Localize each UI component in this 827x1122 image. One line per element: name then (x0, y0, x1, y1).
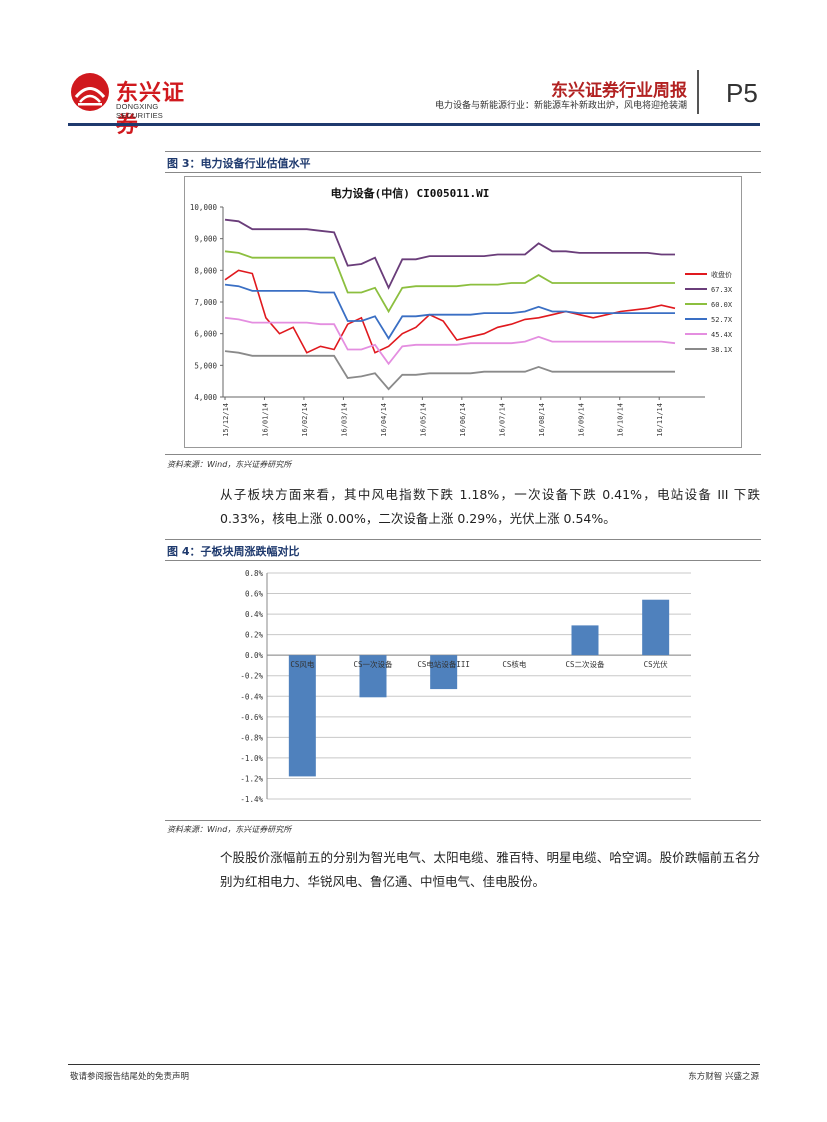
paragraph-subsectors: 从子板块方面来看，其中风电指数下跌 1.18%，一次设备下跌 0.41%，电站设… (220, 487, 760, 526)
series-line (224, 316, 676, 366)
y-tick-label: 7,000 (194, 298, 217, 307)
y-tick-label: 0.8% (245, 569, 264, 578)
bar (642, 599, 670, 656)
logo-text-cn: 东兴证券 (116, 81, 186, 138)
series-line (224, 269, 676, 354)
y-tick-label: -1.2% (240, 774, 263, 783)
footer-slogan: 东方财智 兴盛之源 (688, 1072, 759, 1082)
legend-label: 67.3X (711, 286, 733, 294)
figure-rule (165, 820, 761, 821)
figure-rule (165, 151, 761, 152)
disclaimer-note: 敬请参阅报告结尾处的免责声明 (70, 1072, 190, 1082)
y-tick-label: 0.0% (245, 651, 264, 660)
x-tick-label: 16/06/14 (459, 403, 467, 437)
bar (359, 655, 387, 698)
x-tick-label: 16/08/14 (538, 403, 546, 437)
bar (571, 625, 599, 656)
valuation-chart: 电力设备(中信) CI005011.WI 4,000 5,000 6,000 7,000… (184, 176, 742, 448)
valuation-line-chart: 电力设备(中信) CI005011.WI 4,000 5,000 6,000 7,000… (190, 186, 733, 437)
category-label: CS二次设备 (565, 659, 605, 669)
chart-title: 电力设备(中信) CI005011.WI (331, 186, 490, 200)
x-tick-label: 16/09/14 (577, 403, 585, 437)
y-tick-label: 10,000 (190, 203, 218, 212)
figure-rule (165, 454, 761, 455)
bar (288, 655, 316, 777)
figure4-label: 图 4：子板块周涨跌幅对比 (167, 545, 300, 558)
company-logo: 东兴证券 DONGXING SECURITIES (70, 72, 200, 138)
category-label: CS核电 (502, 659, 527, 669)
page-number: P5 (726, 78, 758, 108)
y-tick-label: 0.6% (245, 590, 264, 599)
x-tick-label: 16/04/14 (380, 403, 388, 437)
report-title: 东兴证券行业周报 (551, 81, 687, 101)
footer-rule (68, 1064, 760, 1065)
y-tick-label: 0.2% (245, 631, 264, 640)
y-tick-label: -0.4% (240, 692, 263, 701)
x-tick-label: 16/02/14 (301, 403, 309, 437)
logo-emblem-icon (71, 73, 109, 111)
paragraph-stocks: 个股股价涨幅前五的分别为智光电气、太阳电缆、雅百特、明星电缆、哈空调。股价跌幅前… (220, 850, 760, 889)
y-tick-label: -1.0% (240, 754, 263, 763)
bar (430, 655, 458, 690)
category-label: CS风电 (290, 659, 315, 669)
figure-rule (165, 560, 761, 561)
x-tick-label: 16/01/14 (261, 403, 269, 437)
figure-rule (165, 172, 761, 173)
x-tick-label: 15/12/14 (222, 403, 230, 437)
figure3-source: 资料来源：Wind，东兴证券研究所 (167, 460, 292, 469)
y-tick-label: 0.4% (245, 610, 264, 619)
y-tick-label: -0.2% (240, 672, 263, 681)
y-tick-label: 8,000 (194, 266, 217, 275)
legend-label: 45.4X (711, 331, 733, 339)
header-rule (68, 123, 760, 126)
legend-label: 60.0X (711, 301, 733, 309)
category-label: CS光伏 (644, 659, 669, 669)
x-tick-label: 16/05/14 (419, 403, 427, 437)
x-tick-label: 16/11/14 (656, 403, 664, 437)
x-tick-label: 16/10/14 (617, 403, 625, 437)
figure-rule (165, 539, 761, 540)
category-label: CS一次设备 (353, 659, 393, 669)
subsector-bar-chart: 0.8% 0.6% 0.4% 0.2% 0.0% -0.2% -0.4% -0.6% -0.8%… (240, 569, 691, 804)
y-tick-label: -0.8% (240, 733, 263, 742)
report-subtitle: 电力设备与新能源行业：新能源车补新政出炉，风电将迎抢装潮 (434, 101, 687, 111)
figure4-source: 资料来源：Wind，东兴证券研究所 (167, 825, 292, 834)
series-line (224, 218, 675, 290)
series-line (224, 350, 675, 391)
x-tick-label: 16/07/14 (498, 403, 506, 437)
legend-label: 收盘价 (711, 270, 732, 279)
legend-label: 38.1X (711, 346, 733, 354)
header-divider (697, 70, 699, 114)
y-tick-label: -1.4% (240, 795, 263, 804)
subsector-chart: 0.8% 0.6% 0.4% 0.2% 0.0% -0.2% -0.4% -0.6% -0.8%… (205, 562, 725, 814)
legend-label: 52.7X (711, 316, 733, 324)
series-line (224, 283, 675, 341)
x-tick-label: 16/03/14 (340, 403, 348, 437)
y-tick-label: -0.6% (240, 713, 263, 722)
category-label: CS电站设备III (417, 659, 470, 669)
y-tick-label: 9,000 (194, 235, 217, 244)
logo-text-en: DONGXING SECURITIES (116, 102, 164, 120)
series-line (224, 250, 675, 314)
figure3-label: 图 3：电力设备行业估值水平 (167, 157, 311, 170)
y-tick-label: 4,000 (194, 393, 217, 402)
y-tick-label: 5,000 (194, 361, 217, 370)
y-tick-label: 6,000 (194, 330, 217, 339)
